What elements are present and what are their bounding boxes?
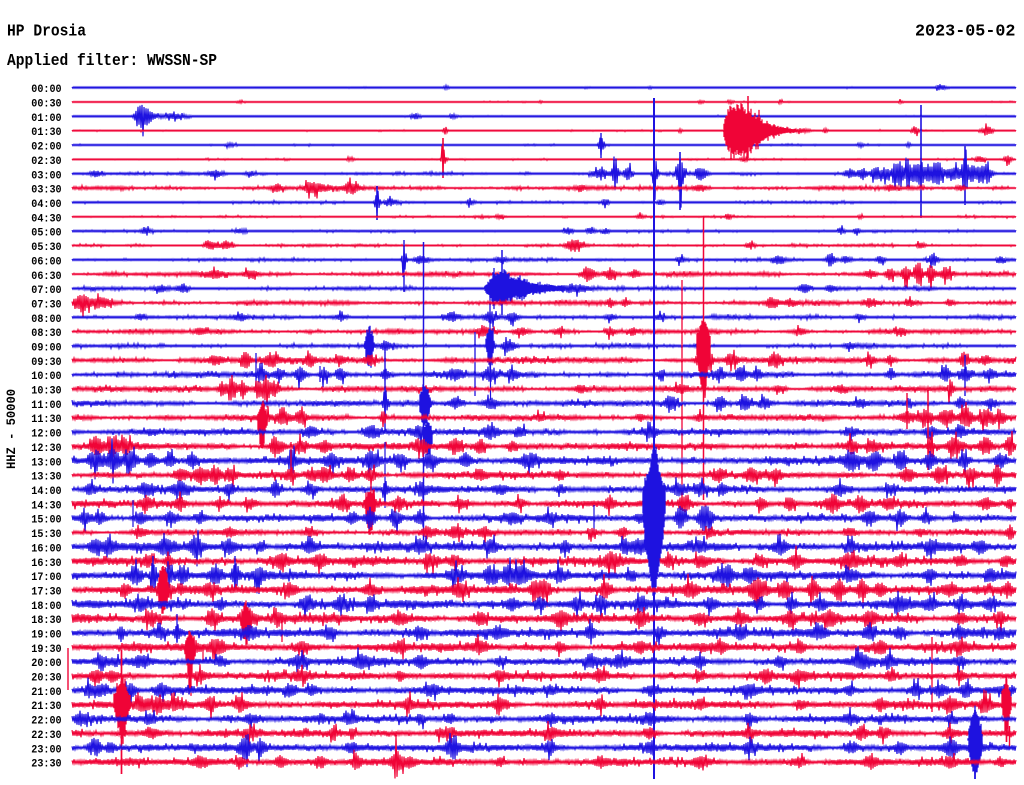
svg-text:14:30: 14:30 <box>31 500 62 512</box>
svg-text:11:30: 11:30 <box>31 414 62 426</box>
svg-text:16:00: 16:00 <box>31 543 62 555</box>
svg-text:03:30: 03:30 <box>31 185 62 197</box>
svg-text:16:30: 16:30 <box>31 558 62 570</box>
svg-text:03:00: 03:00 <box>31 170 62 182</box>
svg-text:02:00: 02:00 <box>31 142 62 154</box>
svg-text:06:30: 06:30 <box>31 271 62 283</box>
svg-text:22:00: 22:00 <box>31 716 62 728</box>
svg-text:21:00: 21:00 <box>31 687 62 699</box>
svg-text:17:30: 17:30 <box>31 587 62 599</box>
svg-text:04:00: 04:00 <box>31 199 62 211</box>
svg-text:04:30: 04:30 <box>31 213 62 225</box>
svg-text:22:30: 22:30 <box>31 730 62 742</box>
svg-text:11:00: 11:00 <box>31 400 62 412</box>
svg-text:05:30: 05:30 <box>31 242 62 254</box>
svg-text:05:00: 05:00 <box>31 228 62 240</box>
svg-text:13:30: 13:30 <box>31 472 62 484</box>
svg-text:23:30: 23:30 <box>31 759 62 771</box>
svg-text:07:30: 07:30 <box>31 300 62 312</box>
svg-text:00:30: 00:30 <box>31 99 62 111</box>
svg-text:01:00: 01:00 <box>31 113 62 125</box>
svg-text:2023-05-02: 2023-05-02 <box>915 22 1016 41</box>
svg-text:08:00: 08:00 <box>31 314 62 326</box>
svg-text:08:30: 08:30 <box>31 328 62 340</box>
svg-text:18:00: 18:00 <box>31 601 62 613</box>
svg-text:12:30: 12:30 <box>31 443 62 455</box>
svg-text:10:30: 10:30 <box>31 386 62 398</box>
svg-text:02:30: 02:30 <box>31 156 62 168</box>
svg-text:19:30: 19:30 <box>31 644 62 656</box>
svg-text:HHZ - 50000: HHZ - 50000 <box>5 389 19 469</box>
svg-text:09:30: 09:30 <box>31 357 62 369</box>
svg-text:06:00: 06:00 <box>31 256 62 268</box>
svg-text:Applied filter: WWSSN-SP: Applied filter: WWSSN-SP <box>7 52 217 71</box>
svg-text:21:30: 21:30 <box>31 701 62 713</box>
svg-text:15:30: 15:30 <box>31 529 62 541</box>
svg-text:20:30: 20:30 <box>31 673 62 685</box>
svg-text:15:00: 15:00 <box>31 515 62 527</box>
svg-text:09:00: 09:00 <box>31 343 62 355</box>
svg-text:HP Drosia: HP Drosia <box>7 22 86 41</box>
svg-text:19:00: 19:00 <box>31 630 62 642</box>
svg-text:17:00: 17:00 <box>31 572 62 584</box>
svg-text:12:00: 12:00 <box>31 429 62 441</box>
svg-text:13:00: 13:00 <box>31 457 62 469</box>
svg-text:10:00: 10:00 <box>31 371 62 383</box>
svg-text:20:00: 20:00 <box>31 658 62 670</box>
svg-text:01:30: 01:30 <box>31 127 62 139</box>
svg-text:00:00: 00:00 <box>31 84 62 96</box>
svg-text:23:00: 23:00 <box>31 744 62 756</box>
svg-text:18:30: 18:30 <box>31 615 62 627</box>
svg-text:07:00: 07:00 <box>31 285 62 297</box>
svg-text:14:00: 14:00 <box>31 486 62 498</box>
